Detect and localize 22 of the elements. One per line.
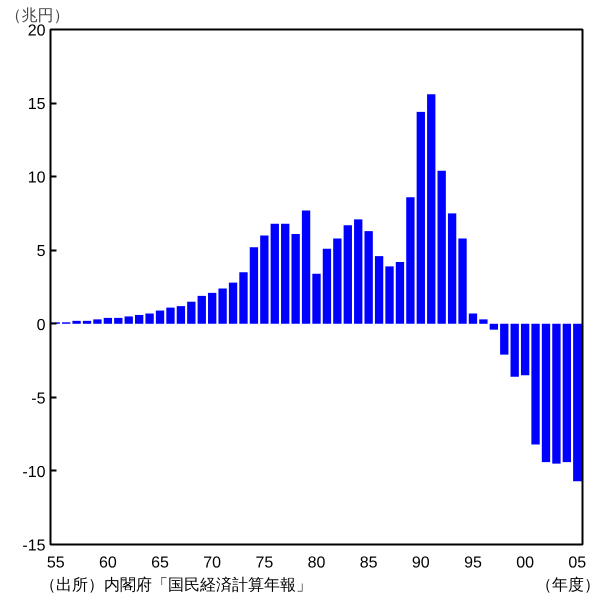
y-tick-label: -5 [31,390,46,408]
y-tick-label: 15 [28,96,46,114]
x-tick-label: 55 [46,554,65,572]
x-tick-label: 75 [255,554,274,572]
y-tick-label: 5 [36,243,46,260]
x-tick-label: 00 [516,554,534,572]
y-tick-label: 10 [28,170,46,187]
x-tick-label: 05 [568,554,586,572]
x-tick-label: 90 [412,554,430,572]
text: （出所）内閣府「国民経済計算年報」 [40,576,312,596]
x-tick-label: 95 [464,554,482,572]
x-tick-label: 85 [360,554,378,572]
x-tick-label: 60 [98,554,117,572]
x-tick-label: 70 [203,554,222,572]
y-tick-label: -10 [22,464,46,481]
y-tick-label: 20 [28,22,46,40]
y-axis-title: （兆円） [6,6,70,24]
y-tick-label: 0 [36,316,46,334]
x-tick-label: 65 [151,554,170,572]
x-tick-label: 80 [308,554,326,572]
y-tick-label: -15 [22,538,46,554]
x-axis-title: （年度） [536,576,600,596]
